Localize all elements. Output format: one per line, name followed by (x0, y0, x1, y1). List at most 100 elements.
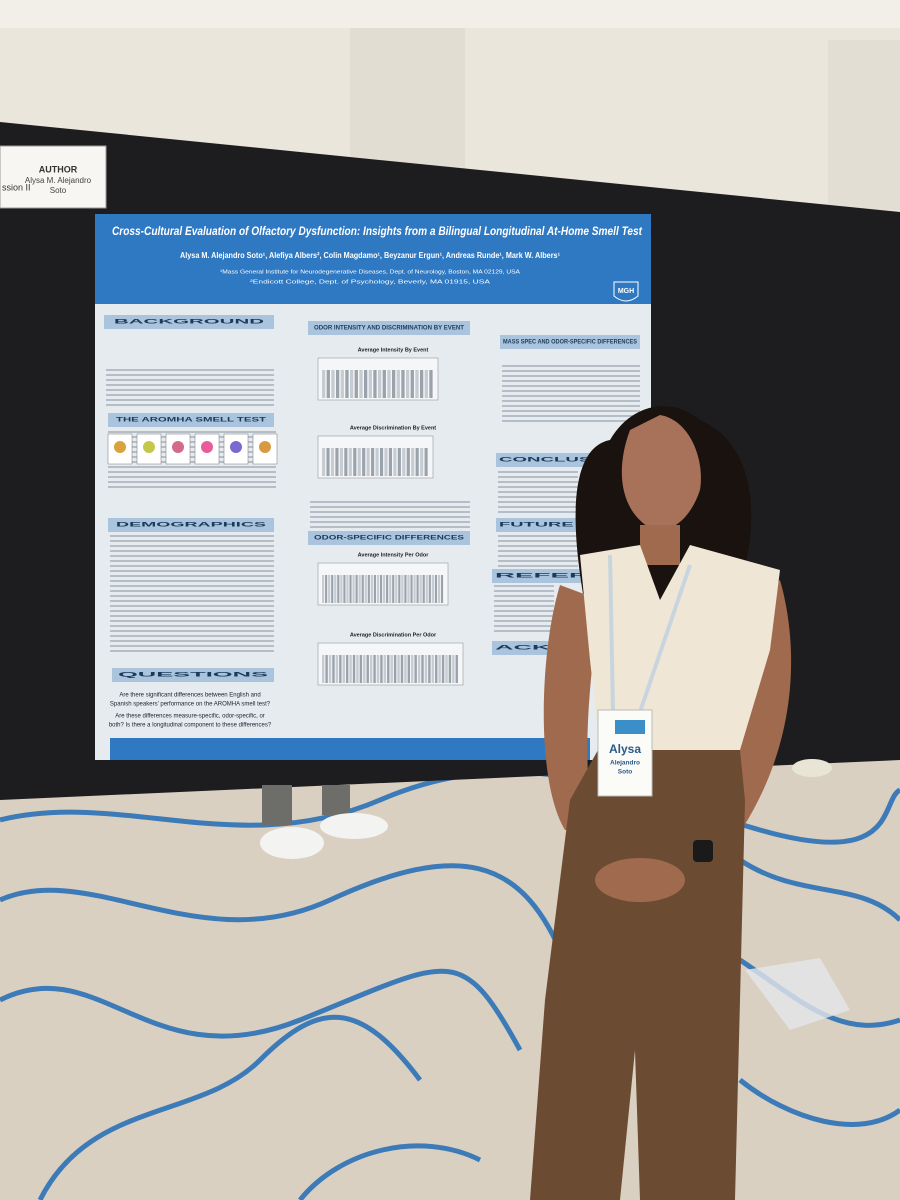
smell-dot (230, 441, 242, 453)
chart-bar (393, 448, 397, 476)
chart-bar (455, 655, 458, 683)
smell-dot (201, 441, 213, 453)
chart-bar (390, 655, 393, 683)
chart-bar (355, 575, 358, 603)
chart-bar (383, 655, 387, 683)
session-label: ssion II (2, 182, 31, 192)
chart-bar (335, 655, 339, 683)
face (621, 415, 701, 530)
chart-bar (387, 370, 391, 398)
chart-bar (424, 655, 428, 683)
smell-card (165, 433, 191, 465)
chart-bar (407, 655, 411, 683)
chart-bar (382, 370, 386, 398)
chart-bar (376, 575, 380, 603)
chart-bar (367, 575, 370, 603)
leg (262, 785, 292, 825)
chart-bar (425, 575, 428, 603)
chart-bar (366, 655, 369, 683)
chart-bar (410, 370, 414, 398)
chart-bar (373, 655, 376, 683)
chart-bar (336, 370, 340, 398)
poster-body: BACKGROUND THE AROMHA SMELL TEST DEMOGRAPH… (104, 315, 640, 686)
chart-bar (389, 575, 392, 603)
chart-title: Average Discrimination Per Odor (350, 632, 437, 638)
chart-bar (326, 448, 330, 476)
plastic-bag (745, 958, 850, 1030)
chart-bar (332, 655, 335, 683)
section-heading: BACKGROUND (114, 320, 266, 326)
section-heading-bar (108, 413, 274, 427)
chart-bar (379, 448, 384, 476)
poster-authors: Alysa M. Alejandro Soto¹, Alefiya Albers… (180, 251, 560, 260)
chart-bar (359, 655, 363, 683)
chart-bar (339, 655, 342, 683)
chart-bar (411, 655, 414, 683)
chart-bar (387, 655, 390, 683)
chart-bar (349, 575, 352, 603)
chart-title: Average Discrimination By Event (350, 425, 436, 431)
chart-bar (404, 575, 407, 603)
chart-bar (331, 575, 334, 603)
section-heading-bar (308, 531, 470, 545)
chart-bar (322, 575, 325, 603)
section-heading: ODOR-SPECIFIC DIFFERENCES (314, 536, 464, 542)
chart-bar (364, 370, 368, 398)
chart-bar (452, 655, 455, 683)
chart-bar (340, 370, 344, 398)
smell-dot (143, 441, 155, 453)
smell-dot (172, 441, 184, 453)
lanyard (608, 554, 615, 713)
chart-bar (322, 655, 325, 683)
chart-bar (422, 575, 425, 603)
section-heading-bar (492, 569, 592, 583)
section-heading-bar (104, 315, 274, 329)
chart-bar (429, 370, 433, 398)
chart-bar (328, 655, 332, 683)
chart-bar (354, 370, 358, 398)
chart-bar (435, 655, 438, 683)
shoe (792, 759, 832, 777)
chart-bar (392, 370, 396, 398)
chart-bar (344, 448, 348, 476)
carpet-swirl (298, 1143, 482, 1200)
chart-bar (325, 655, 328, 683)
arm (543, 585, 600, 830)
section-heading: CONCLUSIONS (499, 458, 637, 464)
chart-bar (428, 655, 431, 683)
chart-bar (379, 575, 383, 603)
chart-bar (388, 448, 392, 476)
question-text: both? Is there a longitudinal component … (109, 723, 272, 729)
section-heading-bar (308, 321, 470, 335)
chart-bar (424, 370, 428, 398)
chart-bar (380, 655, 383, 683)
chart-bar (345, 655, 349, 683)
section-heading: ODOR INTENSITY AND DISCRIMINATION BY EVE… (314, 326, 464, 332)
chart-bar (322, 370, 326, 398)
carpet-swirl (0, 863, 563, 952)
chart-bar (345, 370, 349, 398)
section-heading: REFER (495, 574, 592, 580)
wall-pilaster (350, 0, 465, 170)
chart-bar (415, 370, 419, 398)
chart-bar (364, 575, 367, 603)
chart-bar (431, 575, 434, 603)
chart-bar (375, 448, 379, 476)
chart-bar (352, 655, 356, 683)
chart-bar (434, 575, 437, 603)
watch (693, 840, 713, 862)
section-heading: FUTURE WORK (499, 523, 639, 529)
section-heading-bar (112, 668, 274, 682)
smell-dot (259, 441, 271, 453)
chart-bar (395, 575, 398, 603)
chart-bar (414, 655, 417, 683)
chart-bar (419, 575, 422, 603)
chart-bar (346, 575, 349, 603)
chart-bar (415, 448, 419, 476)
card-heading: AUTHOR (39, 164, 78, 174)
chart-bar (326, 370, 330, 398)
chart-bar (334, 575, 337, 603)
chart-bar (396, 370, 400, 398)
hands (595, 858, 685, 902)
